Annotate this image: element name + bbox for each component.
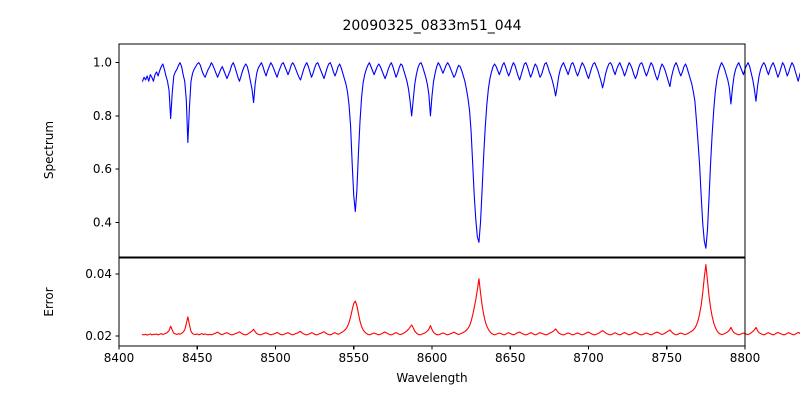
error-plot-area	[119, 258, 745, 346]
x-tick-label: 8400	[104, 351, 135, 365]
error-y-axis-label: Error	[42, 287, 56, 316]
y-tick-label: 0.8	[93, 109, 112, 123]
spectrum-trace	[141, 62, 800, 249]
y-tick-label: 0.4	[93, 215, 112, 229]
x-tick-label: 8700	[573, 351, 604, 365]
spectrum-axes-frame	[118, 43, 746, 258]
error-panel: 0.02 0.04 8400 8450 8500 8550 8600 8650 8700 875…	[42, 257, 800, 385]
x-tick-label: 8750	[651, 351, 682, 365]
spectrum-y-axis-label: Spectrum	[42, 121, 56, 179]
spectrum-y-ticks: 0.4 0.6 0.8 1.0	[93, 56, 119, 229]
x-tick-label: 8450	[182, 351, 213, 365]
y-tick-label: 0.6	[93, 162, 112, 176]
x-tick-label: 8550	[338, 351, 369, 365]
spectrum-plot-area	[119, 44, 745, 257]
x-tick-label: 8600	[417, 351, 448, 365]
error-axes-frame	[118, 257, 746, 347]
error-trace	[141, 263, 800, 336]
error-y-ticks: 0.02 0.04	[85, 267, 119, 343]
x-tick-label: 8500	[260, 351, 291, 365]
spectrum-panel: 0.4 0.6 0.8 1.0 Spectrum	[42, 43, 800, 261]
page-title: 20090325_0833m51_044	[342, 18, 521, 34]
x-tick-label: 8800	[730, 351, 761, 365]
y-tick-label: 1.0	[93, 56, 112, 70]
y-tick-label: 0.04	[85, 267, 112, 281]
error-x-ticks: 8400 8450 8500 8550 8600 8650 8700 8750 8800	[104, 346, 761, 365]
y-tick-label: 0.02	[85, 329, 112, 343]
x-axis-label: Wavelength	[396, 371, 467, 385]
x-tick-label: 8650	[495, 351, 526, 365]
